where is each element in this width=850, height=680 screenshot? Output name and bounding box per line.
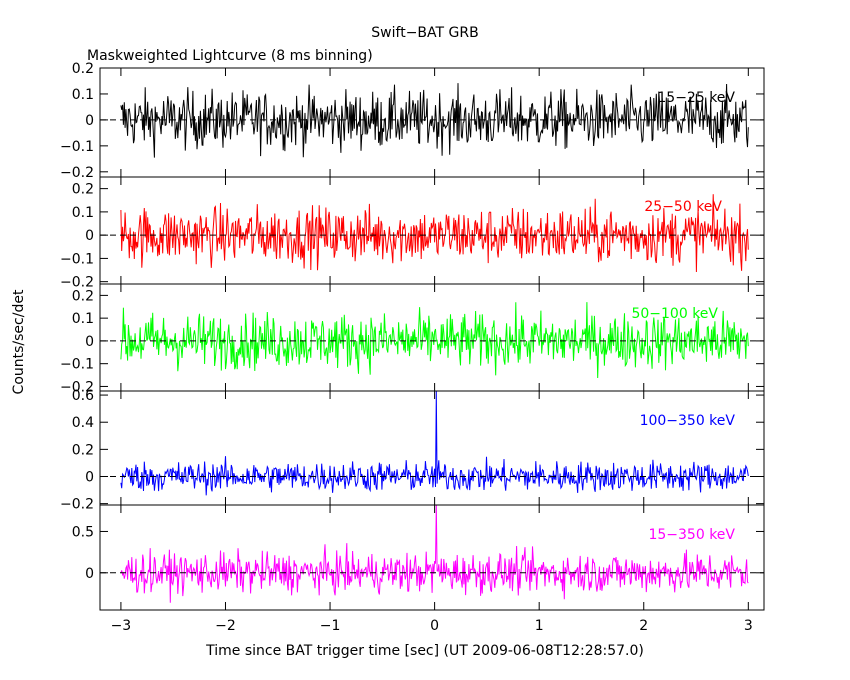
series-line-3 [120,302,749,379]
figure-subtitle: Maskweighted Lightcurve (8 ms binning) [87,48,373,64]
y-tick-label: 0.2 [72,182,94,198]
x-tick-label: 3 [744,618,753,634]
x-tick-label: 1 [535,618,544,634]
y-tick-label: 0.1 [72,87,94,103]
y-tick-label: −0.2 [60,275,94,291]
panel-4: −0.2 0 0.2 0.4 0.6 100−350 keV [60,388,765,513]
y-tick-label: 0 [85,228,94,244]
y-tick-label: −0.2 [60,165,94,181]
y-tick-label: −0.1 [60,357,94,373]
y-tick-label: −0.2 [60,497,94,513]
y-tick-label: 0 [85,470,94,486]
x-tick-label: −1 [320,618,341,634]
x-axis-label: Time since BAT trigger time [sec] (UT 20… [205,643,644,659]
y-axis-label: Counts/sec/det [11,289,27,394]
panel-3: −0.2 −0.1 0 0.1 0.2 50−100 keV [60,283,765,395]
y-tick-label: −0.1 [60,251,94,267]
panel-5: 0 0.5 15−350 keV −3 −2 −1 0 1 2 3 [72,504,765,634]
panel-1: −0.2 −0.1 0 0.1 0.2 15−25 keV [60,61,765,181]
panel-2: −0.2 −0.1 0 0.1 0.2 25−50 keV [60,176,765,291]
y-tick-label: 0.6 [72,388,94,404]
y-tick-label: 0 [85,113,94,129]
panel-frame [99,504,765,611]
series-line-5 [120,504,749,603]
y-tick-label: 0.4 [72,415,94,431]
y-tick-label: 0.5 [72,524,94,540]
x-tick-label: −3 [111,618,132,634]
y-tick-label: 0 [85,334,94,350]
y-tick-label: −0.1 [60,139,94,155]
y-tick-label: 0.2 [72,61,94,77]
y-tick-label: 0 [85,566,94,582]
x-tick-label: 0 [430,618,439,634]
panel-frame [99,390,765,506]
y-tick-label: −0.2 [60,379,94,395]
series-line-4 [120,390,749,496]
band-label-4: 100−350 keV [640,413,736,429]
y-tick-label: 0.2 [72,288,94,304]
y-tick-label: 0.1 [72,311,94,327]
x-tick-label: 2 [639,618,648,634]
series-line-1 [120,83,749,158]
x-tick-label: −2 [215,618,236,634]
figure-title: Swift−BAT GRB [371,25,478,41]
y-tick-label: 0.1 [72,205,94,221]
y-tick-label: 0.2 [72,442,94,458]
panels-group: −0.2 −0.1 0 0.1 0.2 15−25 keV −0.2 −0.1 0 0.1 0.2 2… [60,61,765,634]
band-label-3: 50−100 keV [631,306,718,322]
band-label-1: 15−25 keV [657,90,735,106]
series-line-2 [120,194,749,273]
band-label-5: 15−350 keV [648,527,735,543]
band-label-2: 25−50 keV [644,199,722,215]
